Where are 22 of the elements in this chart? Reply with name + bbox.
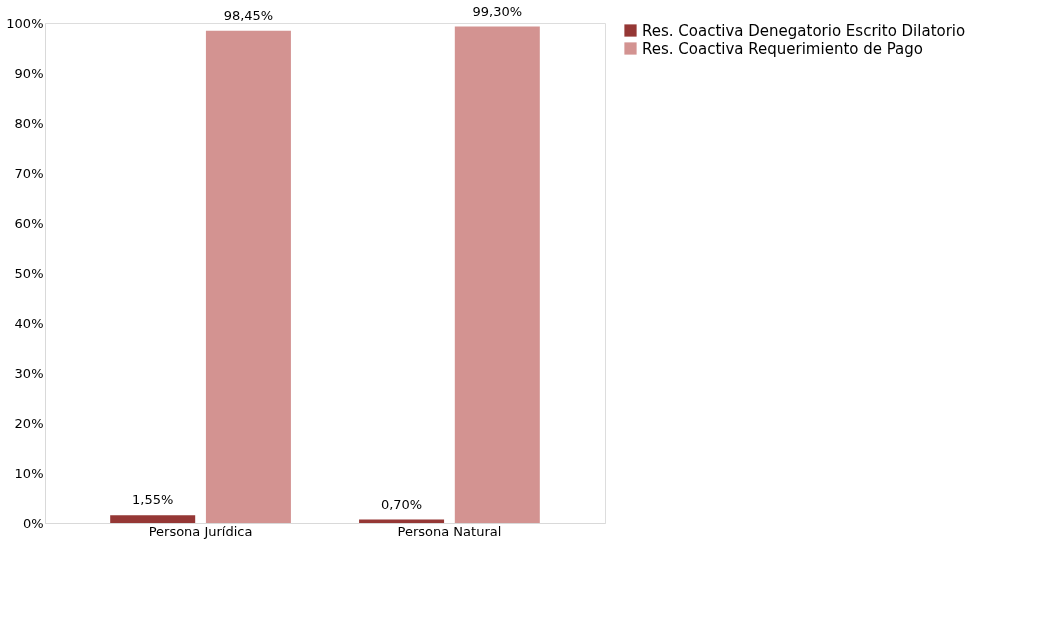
y-tick-label: 60% bbox=[14, 215, 44, 231]
y-tick-label: 10% bbox=[14, 465, 44, 481]
x-tick-label: Persona Natural bbox=[397, 523, 502, 539]
bar bbox=[454, 26, 540, 523]
bar bbox=[110, 515, 196, 523]
data-label: 99,30% bbox=[472, 3, 523, 19]
legend-label: Res. Coactiva Requerimiento de Pago bbox=[642, 39, 923, 58]
y-tick-label: 40% bbox=[14, 315, 44, 331]
data-label: 0,70% bbox=[380, 496, 423, 512]
y-tick-label: 70% bbox=[14, 165, 44, 181]
x-tick-label: Persona Jurídica bbox=[148, 523, 253, 539]
y-tick-label: 30% bbox=[14, 365, 44, 381]
bar bbox=[205, 30, 291, 523]
y-tick-label: 80% bbox=[14, 115, 44, 131]
data-label: 98,45% bbox=[223, 7, 274, 23]
y-tick-label: 0% bbox=[22, 515, 44, 531]
y-tick-label: 20% bbox=[14, 415, 44, 431]
y-tick-label: 50% bbox=[14, 265, 44, 281]
data-label: 1,55% bbox=[132, 492, 174, 508]
y-tick-label: 90% bbox=[14, 65, 44, 81]
legend-label: Res. Coactiva Denegatorio Escrito Dilatorio bbox=[642, 21, 966, 40]
y-tick-label: 100% bbox=[6, 15, 44, 31]
